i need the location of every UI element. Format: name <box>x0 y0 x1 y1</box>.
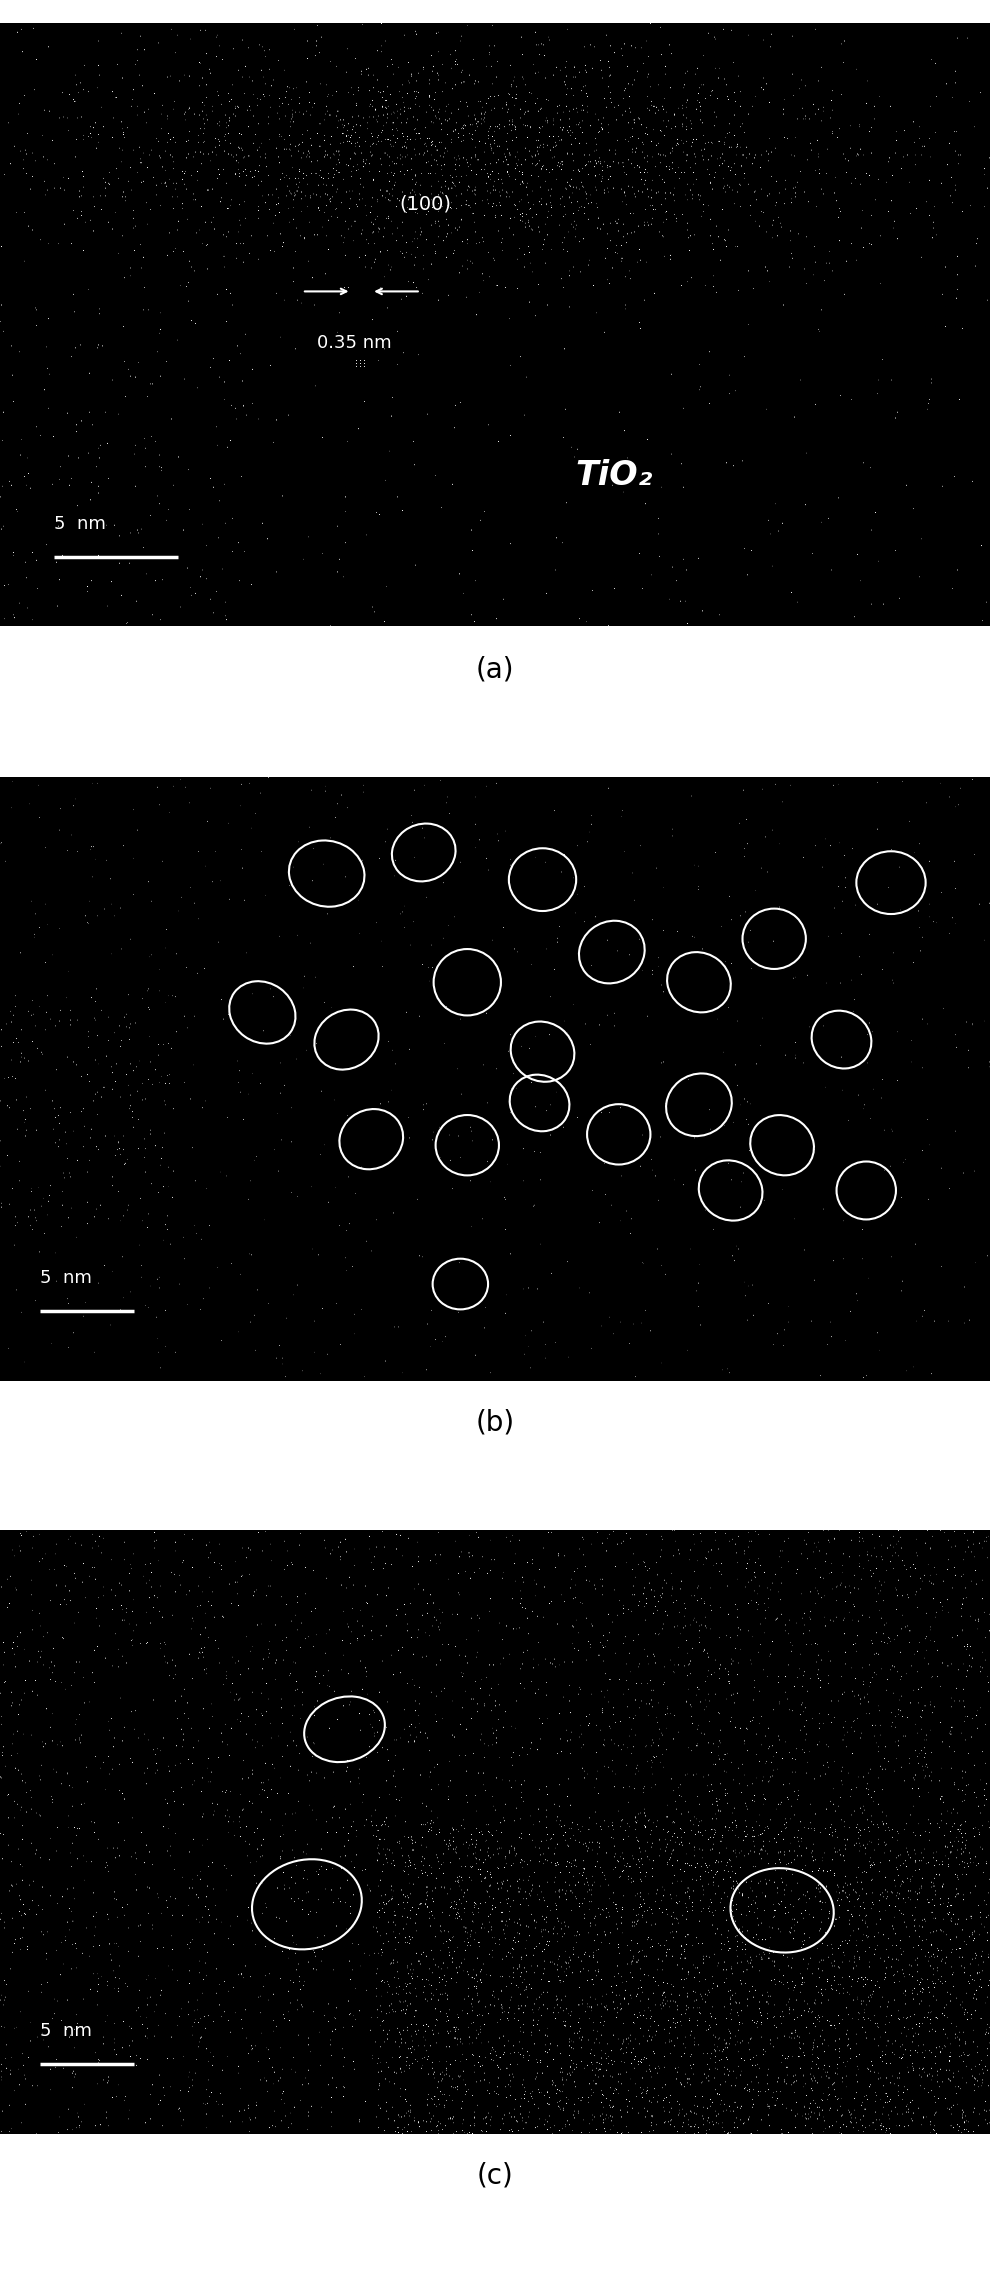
Text: 5  nm: 5 nm <box>54 516 106 534</box>
Text: 0.35 nm: 0.35 nm <box>317 333 391 351</box>
Text: 5  nm: 5 nm <box>40 1269 91 1287</box>
Text: (c): (c) <box>476 2161 514 2191</box>
Text: TiO₂: TiO₂ <box>575 459 652 493</box>
Text: (a): (a) <box>476 655 514 685</box>
Text: 5  nm: 5 nm <box>40 2022 91 2040</box>
Text: (100): (100) <box>400 194 451 215</box>
Text: (b): (b) <box>475 1408 515 1438</box>
